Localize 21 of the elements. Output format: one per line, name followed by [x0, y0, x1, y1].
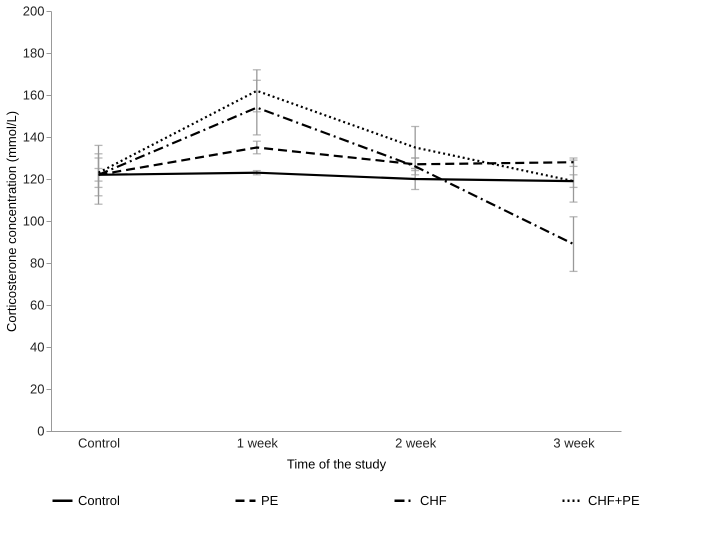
legend-label: CHF: [420, 492, 447, 508]
y-tick-label: 100: [22, 214, 44, 228]
y-tick-label: 200: [22, 4, 44, 18]
y-tick-label: 160: [22, 88, 44, 102]
y-tick-label: 20: [30, 382, 44, 396]
x-tick-label: 2 week: [395, 436, 437, 450]
x-tick-label: 1 week: [236, 436, 278, 450]
x-tick-label: 3 week: [553, 436, 596, 450]
y-tick-label: 180: [22, 46, 44, 60]
y-tick-label: 140: [22, 130, 44, 144]
y-tick-label: 80: [30, 256, 44, 270]
y-axis-title: Corticosterone concentration (mmol/L): [4, 110, 19, 332]
y-tick-label: 40: [30, 340, 44, 354]
x-tick-label: Control: [78, 436, 120, 450]
legend-label: Control: [78, 492, 120, 508]
y-tick-label: 60: [30, 298, 44, 312]
legend-label: CHF+PE: [588, 492, 640, 508]
x-axis-title: Time of the study: [286, 456, 387, 472]
y-tick-label: 120: [22, 172, 44, 186]
legend-label: PE: [261, 492, 279, 508]
y-tick-label: 0: [37, 424, 44, 438]
